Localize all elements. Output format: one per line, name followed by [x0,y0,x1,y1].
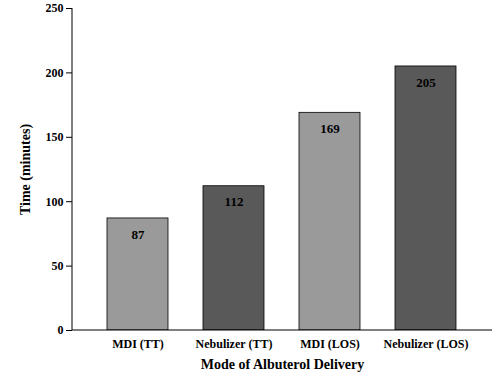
svg-text:MDI (TT): MDI (TT) [112,337,164,351]
svg-text:100: 100 [46,195,64,209]
svg-text:87: 87 [132,227,146,242]
svg-text:112: 112 [225,194,244,209]
svg-text:169: 169 [320,121,340,136]
svg-text:50: 50 [52,259,64,273]
svg-text:250: 250 [46,1,64,15]
svg-text:Nebulizer (TT): Nebulizer (TT) [196,337,273,351]
svg-text:205: 205 [416,75,436,90]
svg-text:MDI (LOS): MDI (LOS) [300,337,360,351]
svg-text:0: 0 [58,323,64,337]
svg-text:200: 200 [46,66,64,80]
svg-text:150: 150 [46,130,64,144]
svg-text:Time (minutes): Time (minutes) [18,124,34,215]
svg-text:Mode of Albuterol Delivery: Mode of Albuterol Delivery [201,357,364,372]
svg-text:Nebulizer (LOS): Nebulizer (LOS) [384,337,469,351]
